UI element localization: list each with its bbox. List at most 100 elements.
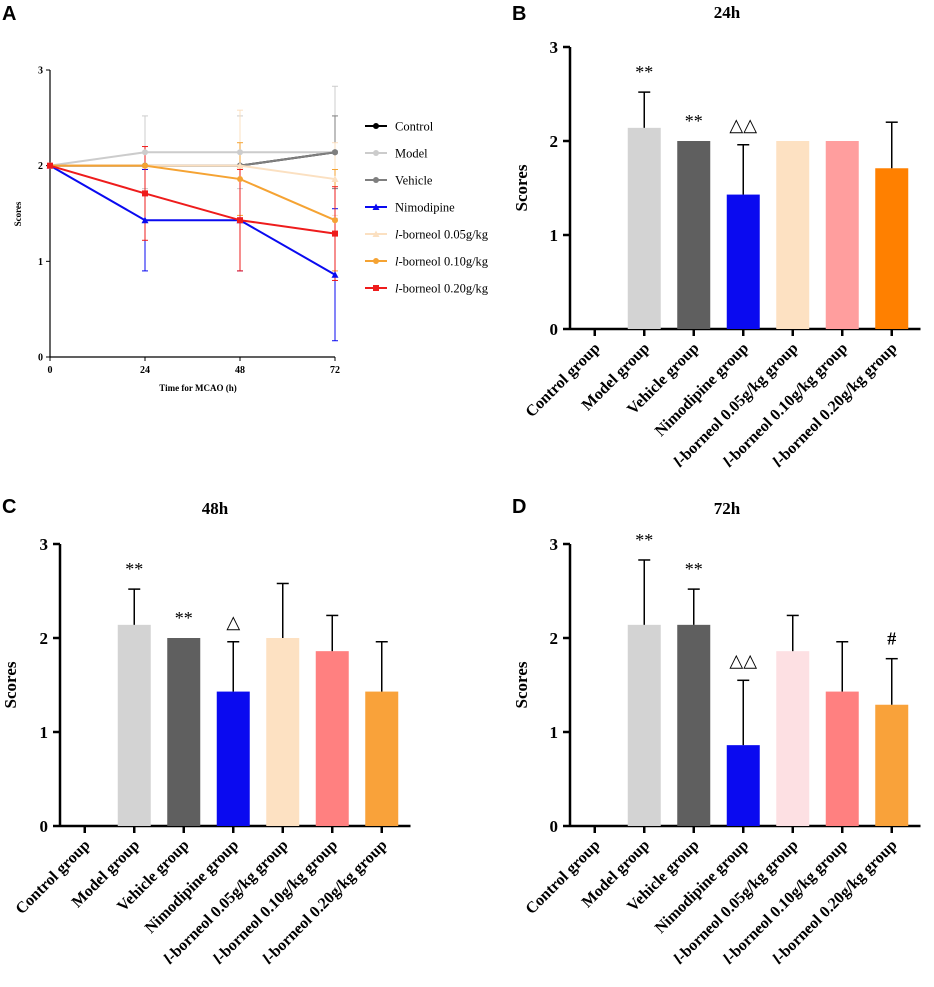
chart-title: 48h: [202, 499, 229, 518]
bar-nimodipine-group: [726, 194, 760, 329]
bar-borneol-0-05g-kg-group: [776, 141, 810, 329]
bar-borneol-0-10g-kg-group: [315, 651, 349, 826]
y-tick-label: 2: [550, 132, 559, 151]
bar-vehicle-group: [677, 624, 711, 826]
legend-label-control: Control: [395, 120, 434, 134]
chart-title: 24h: [714, 3, 741, 22]
y-tick-label: 2: [550, 629, 559, 648]
y-tick-label: 0: [550, 817, 559, 836]
legend-marker-nimodipine: [372, 203, 380, 210]
y-axis-label: Scores: [1, 661, 20, 708]
series-line-l-borneol-0-20g-kg: [49, 164, 336, 235]
significance-label: #: [887, 629, 896, 649]
y-axis-label: Scores: [512, 661, 531, 708]
significance-label: **: [635, 530, 653, 550]
legend-marker-vehicle: [373, 177, 379, 183]
y-tick-label: 3: [550, 535, 559, 554]
series-line-model: [49, 151, 335, 167]
x-tick-label-nimodipine-group: Nimodipine group: [142, 837, 242, 937]
bar-borneol-0-20g-kg-group: [365, 691, 399, 826]
y-tick-label: 1: [550, 723, 559, 742]
y-tick-label: 0: [40, 817, 49, 836]
legend-marker-model: [373, 150, 379, 156]
panel-a-ylabel: Scores: [13, 201, 23, 226]
significance-label: **: [175, 608, 193, 628]
panel-letter-c: C: [2, 496, 16, 518]
bar-borneol-0-05g-kg-group: [776, 651, 810, 826]
data-point-model: [142, 149, 148, 156]
series-line-nimodipine: [49, 164, 336, 276]
y-tick-label: 3: [38, 66, 43, 77]
data-point-nimodipine: [141, 216, 149, 224]
legend-label-l-borneol-0-10g-kg: l-borneol 0.10g/kg: [395, 255, 489, 269]
legend-label-model: Model: [395, 147, 428, 161]
bar-borneol-0-10g-kg-group: [825, 141, 859, 329]
x-tick-label: 24: [140, 365, 150, 376]
y-tick-label: 3: [550, 38, 559, 57]
data-point-vehicle: [332, 149, 338, 156]
y-tick-label: 2: [40, 629, 49, 648]
legend-label-l-borneol-0-05g-kg: l-borneol 0.05g/kg: [395, 228, 489, 242]
series-line-l-borneol-0-10g-kg: [50, 164, 336, 222]
y-tick-label: 1: [38, 257, 43, 268]
bar-nimodipine-group: [216, 691, 250, 826]
panel-letter-b: B: [512, 3, 526, 25]
bar-model-group: [627, 127, 661, 329]
data-point-l-borneol-0-20g-kg: [142, 190, 148, 197]
x-tick-label-nimodipine-group: Nimodipine group: [652, 837, 752, 937]
chart-title: 72h: [714, 499, 741, 518]
bar-borneol-0-20g-kg-group: [875, 704, 909, 826]
y-tick-label: 2: [38, 161, 43, 172]
data-point-l-borneol-0-10g-kg: [237, 176, 243, 183]
x-tick-label: 48: [235, 365, 245, 376]
bar-borneol-0-05g-kg-group: [266, 638, 300, 826]
legend-marker-l-borneol-0-10g-kg: [373, 258, 379, 264]
data-point-l-borneol-0-20g-kg: [332, 230, 338, 237]
data-point-l-borneol-0-20g-kg: [237, 217, 243, 224]
legend-marker-control: [373, 123, 379, 129]
significance-label: **: [635, 62, 653, 82]
bar-nimodipine-group: [726, 745, 760, 826]
significance-label: **: [685, 111, 703, 131]
data-point-l-borneol-0-20g-kg: [47, 162, 53, 169]
bar-borneol-0-20g-kg-group: [875, 168, 909, 329]
significance-label: **: [125, 559, 143, 579]
line-chart-panel-a: 0 1 2 3 0 24 48 72 Control Model Vehicle Nimodipine…: [38, 66, 489, 377]
legend-label-l-borneol-0-20g-kg: l-borneol 0.20g/kg: [395, 282, 489, 296]
bar-model-group: [627, 624, 661, 826]
legend-marker-l-borneol-0-20g-kg: [373, 285, 379, 291]
legend-label-nimodipine: Nimodipine: [395, 201, 455, 215]
x-tick-label: 0: [48, 365, 53, 376]
panel-letter-d: D: [512, 496, 526, 518]
bar-model-group: [117, 624, 151, 826]
data-point-l-borneol-0-10g-kg: [142, 162, 148, 169]
data-point-l-borneol-0-10g-kg: [332, 217, 338, 224]
bar-borneol-0-10g-kg-group: [825, 691, 859, 826]
y-axis-label: Scores: [512, 164, 531, 211]
x-tick-label-nimodipine-group: Nimodipine group: [652, 340, 752, 440]
significance-label: **: [685, 559, 703, 579]
significance-label: △△: [729, 115, 757, 135]
bar-vehicle-group: [167, 638, 201, 826]
x-tick-label: 72: [330, 365, 340, 376]
y-tick-label: 1: [550, 226, 559, 245]
data-point-nimodipine: [331, 271, 339, 278]
data-point-l-borneol-0-05g-kg: [331, 175, 339, 183]
legend-marker-l-borneol-0-05g-kg: [372, 230, 380, 237]
data-point-l-borneol-0-05g-kg: [236, 162, 244, 169]
panel-a-xlabel: Time for MCAO (h): [159, 383, 236, 393]
bar-vehicle-group: [677, 141, 711, 329]
significance-label: △△: [729, 650, 757, 670]
y-tick-label: 1: [40, 723, 49, 742]
data-point-model: [237, 149, 243, 156]
panel-letter-a: A: [2, 3, 16, 25]
y-tick-label: 0: [38, 353, 43, 364]
legend-label-vehicle: Vehicle: [395, 174, 433, 188]
y-tick-label: 3: [40, 535, 49, 554]
y-tick-label: 0: [550, 320, 559, 339]
significance-label: △: [226, 612, 240, 632]
